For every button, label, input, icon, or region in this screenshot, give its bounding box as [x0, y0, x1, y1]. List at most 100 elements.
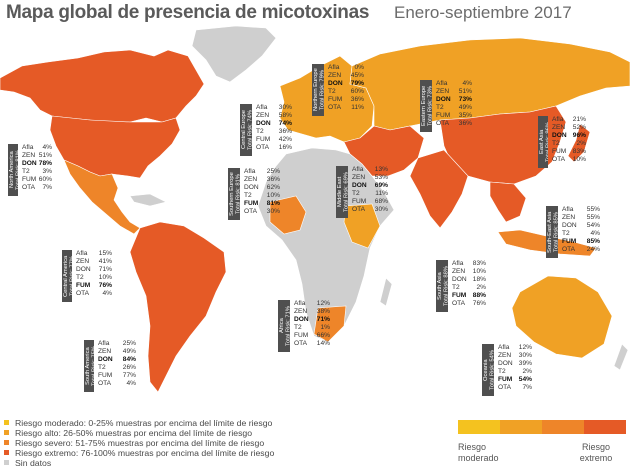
region-panel-northern-europe: Northern Europe Total Risk: 79% Afla 0% ZEN 4…: [312, 64, 364, 116]
toxin-value: 88%: [472, 292, 486, 299]
toxin-name: Afla: [22, 144, 34, 151]
region-total-risk: Total Risk: 96%: [545, 122, 548, 162]
toxin-name: DON: [294, 316, 309, 323]
region-panel-south-asia: South Asia Total Risk: 88% Afla 83% ZEN 10% DO…: [436, 260, 486, 312]
toxin-value: 2%: [522, 368, 532, 375]
region-name: Africa: [279, 318, 285, 334]
africa-shape: [257, 147, 395, 343]
toxin-name: T2: [328, 88, 336, 95]
toxin-name: ZEN: [562, 214, 576, 221]
toxin-name: OTA: [294, 340, 308, 347]
australia-shape: [511, 275, 613, 359]
toxin-name: ZEN: [452, 268, 466, 275]
toxin-row: Afla 83%: [452, 260, 486, 268]
toxin-value: 7%: [522, 384, 532, 391]
legend-swatch-severe: [4, 440, 9, 445]
legend-item-nodata: Sin datos: [4, 458, 51, 468]
toxin-value: 71%: [316, 316, 330, 323]
toxin-row: DON 78%: [22, 160, 52, 168]
toxin-row: T2 2%: [498, 368, 532, 376]
region-panel-oceania: Oceania Total Risk: 54% Afla 12% ZEN 30% DON 39…: [482, 344, 532, 396]
region-panel-south-east-asia: South-East Asia Total Risk: 85% Afla 55% ZEN…: [546, 206, 600, 258]
region-total-risk: Total Risk: 74%: [247, 110, 252, 150]
legend-label-nodata: Sin datos: [15, 458, 52, 468]
scale-segment-high: [500, 420, 542, 434]
region-name: Eastern Europe: [421, 85, 427, 127]
legend-label-moderate: Riesgo moderado: 0-25% muestras por enci…: [15, 418, 273, 428]
toxin-row: Afla 13%: [352, 166, 388, 174]
toxin-name: DON: [562, 222, 577, 229]
toxin-name: T2: [98, 364, 106, 371]
africa-risk-south: [313, 305, 347, 343]
toxin-row: DON 74%: [256, 120, 292, 128]
toxin-name: FUM: [76, 282, 91, 289]
region-tab: Southern Europe Total Risk: 81%: [228, 168, 240, 220]
canada-shape: [0, 49, 205, 123]
toxin-name: OTA: [244, 208, 258, 215]
region-name: Oceania: [483, 359, 489, 381]
region-total-risk: Total Risk: 79%: [319, 70, 324, 110]
toxin-name: DON: [452, 276, 467, 283]
toxin-row: DON 79%: [328, 80, 364, 88]
legend-swatch-high: [4, 430, 9, 435]
toxin-name: DON: [352, 182, 367, 189]
region-panel-north-america: North America Total Risk: 81% Afla 4% ZEN 51%…: [8, 144, 52, 196]
region-name: Middle East: [337, 176, 343, 208]
toxin-value: 51%: [38, 152, 52, 159]
toxin-value: 73%: [458, 96, 472, 103]
toxin-row: T2 10%: [76, 274, 112, 282]
toxin-row: OTA 16%: [256, 144, 292, 152]
legend-item-high: Riesgo alto: 26-50% muestras por encima …: [4, 428, 252, 438]
toxin-row: Afla 30%: [256, 104, 292, 112]
toxin-value: 36%: [278, 128, 292, 135]
africa-risk-east: [343, 203, 381, 249]
toxin-row: Afla 25%: [244, 168, 280, 176]
toxin-name: T2: [256, 128, 264, 135]
toxin-name: T2: [562, 230, 570, 237]
toxin-name: ZEN: [22, 152, 36, 159]
region-name: South-East Asia: [547, 211, 553, 253]
toxin-name: T2: [76, 274, 84, 281]
toxin-row: ZEN 51%: [436, 88, 472, 96]
toxin-row: T2 1%: [294, 324, 330, 332]
toxin-row: OTA 24%: [562, 246, 600, 254]
toxin-row: T2 60%: [328, 88, 364, 96]
toxin-name: T2: [294, 324, 302, 331]
region-total-risk: Total Risk: 81%: [15, 150, 18, 190]
toxin-name: Afla: [328, 64, 340, 71]
toxin-value: 36%: [350, 96, 364, 103]
central-america-shape: [63, 159, 141, 235]
toxin-value: 2%: [576, 140, 586, 147]
region-tab: Africa Total Risk: 71%: [278, 300, 290, 352]
toxin-name: ZEN: [352, 174, 366, 181]
toxin-name: FUM: [452, 292, 467, 299]
toxin-row: ZEN 30%: [498, 352, 532, 360]
toxin-row: OTA 30%: [352, 206, 388, 214]
toxin-row: Afla 12%: [498, 344, 532, 352]
toxin-value: 84%: [122, 356, 136, 363]
toxin-name: OTA: [452, 300, 466, 307]
map-subtitle: Enero-septiembre 2017: [394, 3, 572, 22]
toxin-value: 68%: [374, 198, 388, 205]
toxin-name: FUM: [328, 96, 343, 103]
toxin-name: ZEN: [244, 176, 258, 183]
toxin-value: 0%: [354, 64, 364, 71]
toxin-row: FUM 81%: [244, 200, 280, 208]
toxin-value: 2%: [476, 284, 486, 291]
toxin-name: DON: [22, 160, 37, 167]
toxin-value: 77%: [122, 372, 136, 379]
toxin-row: T2 2%: [552, 140, 586, 148]
toxin-name: ZEN: [294, 308, 308, 315]
scale-segment-moderate: [458, 420, 500, 434]
region-tab: Eastern Europe Total Risk: 73%: [420, 80, 432, 132]
toxin-name: OTA: [498, 384, 512, 391]
toxin-value: 11%: [351, 104, 364, 111]
region-name: North America: [9, 151, 15, 189]
toxin-row: ZEN 55%: [562, 214, 600, 222]
toxin-name: Afla: [294, 300, 306, 307]
toxin-value: 10%: [266, 192, 280, 199]
toxin-value: 25%: [266, 168, 280, 175]
toxin-name: FUM: [562, 238, 577, 245]
toxin-row: ZEN 10%: [452, 268, 486, 276]
toxin-value: 38%: [316, 308, 330, 315]
